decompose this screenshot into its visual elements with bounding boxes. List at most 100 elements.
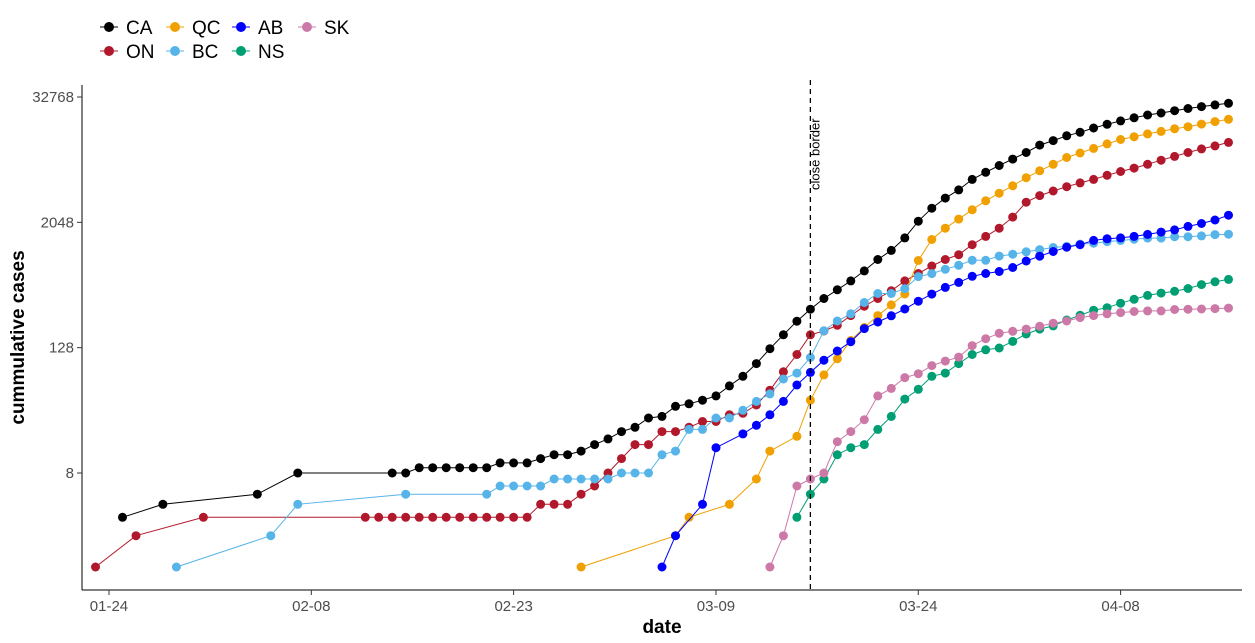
data-point-on (1062, 182, 1072, 192)
data-point-sk (846, 427, 856, 437)
legend-label: SK (324, 18, 350, 39)
data-point-sk (1129, 307, 1139, 316)
data-point-sk (1035, 321, 1045, 331)
data-point-ns (1170, 286, 1180, 296)
data-point-qc (832, 354, 842, 364)
data-point-ab (994, 267, 1004, 276)
data-point-qc (954, 214, 964, 224)
data-point-on (387, 512, 397, 522)
series-qc (576, 114, 1233, 572)
data-point-bc (886, 289, 896, 298)
data-point-sk (1210, 304, 1220, 314)
data-point-on (994, 223, 1004, 233)
data-point-on (468, 512, 478, 522)
data-point-ca (293, 468, 303, 478)
data-point-qc (873, 311, 883, 321)
data-point-bc (778, 374, 788, 384)
data-point-ca (158, 499, 168, 509)
legend-marker (104, 22, 114, 32)
data-point-on (900, 276, 910, 286)
legend-item-qc: QC (166, 18, 221, 39)
data-point-ca (698, 395, 707, 405)
y-tick-label: 128 (49, 340, 74, 357)
x-axis-title: date (642, 617, 681, 638)
data-point-ns (832, 450, 842, 460)
legend-item-bc: BC (166, 42, 218, 63)
data-point-on (91, 562, 100, 572)
legend-marker (170, 46, 180, 56)
data-point-on (1035, 191, 1045, 201)
legend-label: ON (126, 42, 155, 63)
data-point-on (940, 255, 950, 264)
data-point-ca (684, 399, 694, 409)
data-point-ca (428, 463, 438, 473)
data-point-ca (118, 512, 127, 522)
data-point-bc (846, 309, 856, 319)
data-point-ab (738, 429, 748, 439)
data-point-sk (886, 383, 896, 393)
data-point-bc (549, 474, 559, 484)
data-point-ca (1210, 100, 1220, 110)
x-tick-label: 03-09 (697, 598, 735, 615)
data-point-on (441, 512, 451, 522)
data-point-qc (1102, 139, 1112, 149)
data-point-qc (994, 188, 1004, 198)
data-point-ab (913, 296, 923, 306)
data-point-ca (401, 468, 411, 478)
data-point-ca (630, 422, 640, 432)
data-point-ca (940, 193, 950, 203)
data-point-bc (266, 531, 276, 541)
data-point-ca (832, 285, 842, 295)
data-point-on (131, 531, 141, 541)
data-point-bc (1183, 232, 1193, 242)
data-point-ca (1075, 127, 1085, 137)
data-point-ca (603, 434, 613, 444)
legend-item-on: ON (100, 42, 155, 63)
data-point-on (1089, 174, 1099, 184)
data-point-ca (981, 167, 991, 177)
data-point-ca (1183, 104, 1193, 113)
data-point-qc (1197, 119, 1206, 129)
data-point-ca (1035, 140, 1045, 150)
data-point-bc (832, 316, 842, 326)
data-point-on (1183, 148, 1193, 157)
data-point-ca (1062, 131, 1072, 141)
data-point-qc (792, 431, 802, 441)
x-axis-ticks: 01-24 02-08 02-23 03-09 03-24 04-08 (90, 590, 1140, 615)
data-point-ab (1062, 242, 1072, 252)
data-point-qc (1035, 166, 1045, 176)
series-ca (118, 98, 1233, 522)
data-point-bc (509, 481, 519, 491)
data-point-ab (1170, 225, 1180, 235)
data-point-bc (765, 389, 775, 399)
data-point-ca (859, 266, 869, 276)
data-point-on (198, 512, 208, 522)
data-point-ab (711, 443, 721, 453)
data-point-ab (1224, 210, 1233, 220)
x-tick-label: 02-08 (292, 598, 330, 615)
data-point-ns (1156, 288, 1166, 298)
data-point-ab (819, 355, 829, 365)
data-point-ca (536, 454, 546, 464)
data-point-ab (1116, 233, 1126, 243)
data-point-bc (738, 405, 748, 415)
legend-item-ns: NS (232, 42, 284, 63)
data-point-qc (765, 446, 775, 456)
data-point-on (509, 512, 519, 522)
data-point-on (1048, 186, 1058, 196)
legend-label: CA (126, 18, 153, 39)
data-point-bc (401, 489, 411, 499)
data-point-sk (1021, 324, 1031, 334)
data-point-sk (981, 334, 991, 344)
data-point-ns (1008, 336, 1018, 346)
data-point-ab (886, 311, 896, 321)
data-point-bc (522, 481, 532, 491)
data-point-bc (171, 562, 181, 572)
data-point-on (1102, 170, 1112, 180)
data-point-bc (1224, 229, 1233, 239)
data-point-qc (1021, 173, 1031, 183)
y-tick-label: 8 (66, 465, 74, 482)
data-point-ab (792, 380, 802, 390)
data-point-qc (684, 512, 694, 522)
data-point-qc (927, 235, 937, 244)
